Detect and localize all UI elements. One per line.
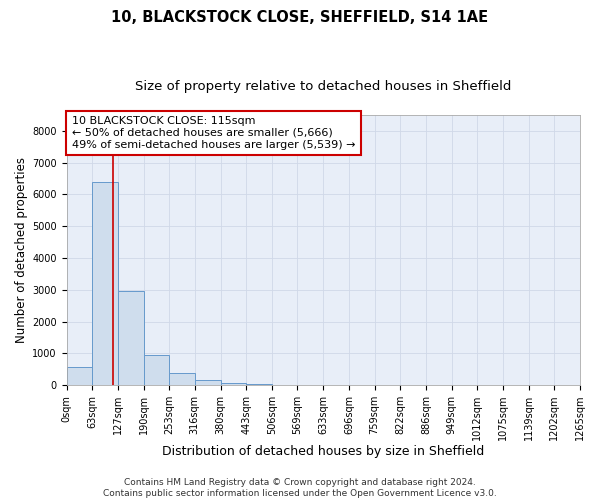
Text: 10 BLACKSTOCK CLOSE: 115sqm
← 50% of detached houses are smaller (5,666)
49% of : 10 BLACKSTOCK CLOSE: 115sqm ← 50% of det… [71, 116, 355, 150]
X-axis label: Distribution of detached houses by size in Sheffield: Distribution of detached houses by size … [162, 444, 484, 458]
Bar [169, 373, 195, 385]
Title: Size of property relative to detached houses in Sheffield: Size of property relative to detached ho… [135, 80, 511, 93]
Bar [67, 368, 92, 385]
Bar [143, 354, 169, 385]
Bar [247, 384, 272, 385]
Text: 10, BLACKSTOCK CLOSE, SHEFFIELD, S14 1AE: 10, BLACKSTOCK CLOSE, SHEFFIELD, S14 1AE [112, 10, 488, 25]
Bar [195, 380, 221, 385]
Bar [118, 292, 143, 385]
Bar [92, 182, 118, 385]
Bar [221, 383, 247, 385]
Text: Contains HM Land Registry data © Crown copyright and database right 2024.
Contai: Contains HM Land Registry data © Crown c… [103, 478, 497, 498]
Y-axis label: Number of detached properties: Number of detached properties [15, 157, 28, 343]
